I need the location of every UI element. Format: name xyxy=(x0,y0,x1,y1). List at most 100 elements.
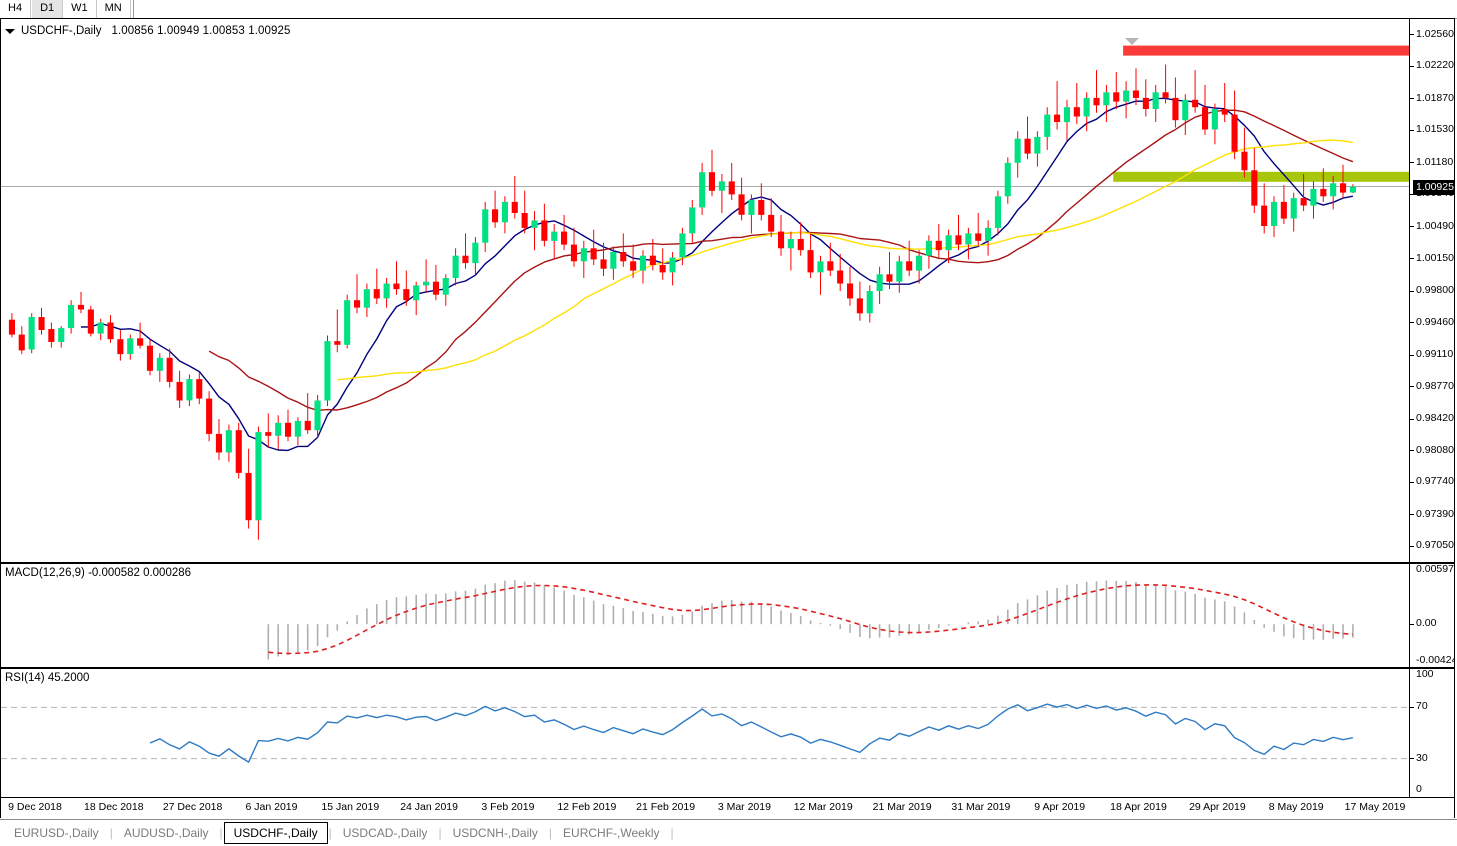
candle xyxy=(225,430,232,453)
macd-tick-mark xyxy=(1410,623,1414,625)
symbol-tab-usdchf[interactable]: USDCHF-,Daily xyxy=(223,822,328,844)
date-tick-label: 8 May 2019 xyxy=(1268,801,1324,813)
candle xyxy=(1162,92,1169,98)
candle xyxy=(58,328,65,342)
price-tick-mark xyxy=(1410,514,1414,516)
price-tick: 1.02560 xyxy=(1410,28,1454,40)
candle xyxy=(294,420,301,437)
candle xyxy=(847,283,854,299)
candle xyxy=(985,227,992,241)
candle xyxy=(807,250,814,273)
symbol-tab-usdcnh[interactable]: USDCNH-,Daily xyxy=(452,826,538,840)
candle xyxy=(1280,201,1287,219)
candle xyxy=(77,304,84,310)
rsi-tick: 0 xyxy=(1410,783,1454,795)
candle xyxy=(373,289,380,299)
candle xyxy=(8,319,15,335)
candle xyxy=(837,270,844,284)
price-tick-mark xyxy=(1410,418,1414,420)
candle xyxy=(511,201,518,213)
chevron-down-icon[interactable] xyxy=(5,28,15,34)
price-scale-axis[interactable]: 1.02560 1.02220 1.01870 1.01530 1.01180 1.008… xyxy=(1409,19,1454,562)
moving-average-34 xyxy=(337,139,1353,381)
price-tick: 0.97740 xyxy=(1410,475,1454,487)
candle xyxy=(1340,183,1347,193)
candle xyxy=(689,207,696,234)
rsi-tick-mark xyxy=(1410,706,1414,708)
candle xyxy=(452,255,459,278)
symbol-tab-eurusd[interactable]: EURUSD-,Daily xyxy=(14,826,99,840)
tab-separator: | xyxy=(548,826,553,840)
candle xyxy=(1132,90,1139,98)
collapse-triangle-icon[interactable] xyxy=(1125,38,1139,45)
moving-average-8 xyxy=(80,97,1354,452)
rsi-tick: 70 xyxy=(1410,700,1454,712)
candle xyxy=(482,209,489,243)
price-tick-label: 1.01180 xyxy=(1416,155,1454,168)
price-tick-mark xyxy=(1410,162,1414,164)
timeframe-w1[interactable]: W1 xyxy=(63,0,97,18)
candle xyxy=(314,400,321,431)
candle xyxy=(383,283,390,299)
candle xyxy=(28,317,35,350)
candle xyxy=(1349,186,1356,193)
candle xyxy=(107,322,114,340)
candle xyxy=(472,242,479,264)
candle xyxy=(68,304,75,329)
macd-svg xyxy=(267,580,1354,660)
candle xyxy=(531,220,538,228)
current-price-tag: 1.00925 xyxy=(1413,179,1454,195)
macd-scale-axis: 0.00597 0.00 -0.00424 xyxy=(1409,564,1454,667)
candle xyxy=(965,233,972,245)
symbol-tab-eurchf[interactable]: EURCHF-,Weekly xyxy=(563,826,660,840)
moving-average-21 xyxy=(208,109,1354,411)
tab-separator: | xyxy=(109,826,113,840)
candle xyxy=(38,317,45,330)
candle xyxy=(570,244,577,262)
symbol-tab-audusd[interactable]: AUDUSD-,Daily xyxy=(123,826,209,840)
candle xyxy=(245,472,252,521)
timeframe-h4[interactable]: H4 xyxy=(0,0,32,18)
price-tick-label: 0.99110 xyxy=(1416,348,1454,360)
candle xyxy=(1083,97,1090,117)
candle xyxy=(48,329,55,342)
price-tick-mark xyxy=(1410,322,1414,323)
candle xyxy=(1014,138,1021,163)
price-tick-mark xyxy=(1410,65,1414,67)
price-tick-label: 1.02560 xyxy=(1416,27,1454,40)
candle xyxy=(1172,97,1179,121)
candle xyxy=(600,259,607,269)
price-tick: 0.97050 xyxy=(1410,539,1454,551)
candle xyxy=(758,200,765,215)
price-tick: 0.98080 xyxy=(1410,444,1454,456)
price-tick-mark xyxy=(1410,481,1414,483)
timeframe-mn[interactable]: MN xyxy=(96,0,131,18)
candle xyxy=(1202,107,1209,130)
price-tick-mark xyxy=(1410,193,1414,195)
candle xyxy=(876,274,883,291)
candle xyxy=(324,341,331,401)
macd-indicator-panel[interactable]: MACD(12,26,9) -0.000582 0.000286 0.00597… xyxy=(0,563,1455,668)
candle xyxy=(1310,188,1317,206)
price-chart-panel[interactable]: USDCHF-,Daily 1.00856 1.00949 1.00853 1.… xyxy=(0,18,1455,563)
symbol-header: USDCHF-,Daily 1.00856 1.00949 1.00853 1.… xyxy=(5,25,290,37)
rsi-tick-mark xyxy=(1410,758,1414,760)
band-support xyxy=(1113,171,1411,182)
candle xyxy=(718,181,725,191)
candlestick-svg xyxy=(1,45,1411,540)
timeframe-d1[interactable]: D1 xyxy=(31,0,64,18)
date-tick-label: 27 Dec 2018 xyxy=(162,801,223,813)
symbol-tab-usdcad[interactable]: USDCAD-,Daily xyxy=(342,826,428,840)
candle xyxy=(1123,90,1130,102)
price-plot-area[interactable] xyxy=(1,19,1411,562)
candle xyxy=(176,381,183,401)
rsi-indicator-panel[interactable]: RSI(14) 45.2000 100 70 30 0 xyxy=(0,668,1455,798)
candle xyxy=(1073,107,1080,117)
candle xyxy=(659,265,666,273)
candle xyxy=(275,422,282,436)
candle xyxy=(423,281,430,286)
price-tick-mark xyxy=(1410,545,1414,547)
macd-tick-label: -0.00424 xyxy=(1416,654,1455,666)
candle xyxy=(1034,136,1041,154)
date-scale-axis[interactable]: 9 Dec 2018 18 Dec 2018 27 Dec 2018 6 Jan 20… xyxy=(0,798,1455,818)
